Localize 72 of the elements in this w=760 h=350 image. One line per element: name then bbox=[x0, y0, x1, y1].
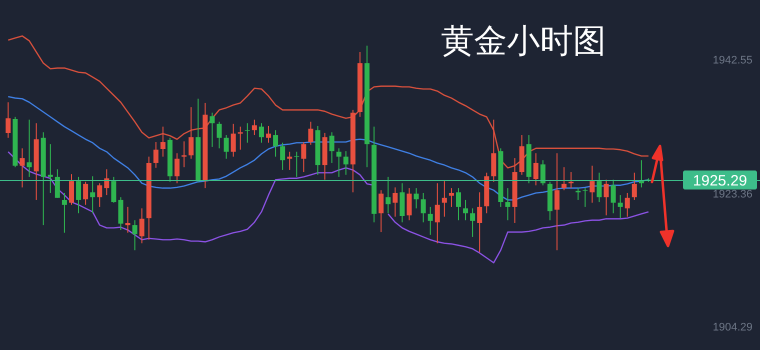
candlestick bbox=[258, 122, 264, 144]
candlestick bbox=[336, 148, 342, 178]
candlestick bbox=[414, 188, 419, 209]
candlestick bbox=[400, 182, 405, 223]
y-tick-label: 1904.29 bbox=[712, 322, 752, 334]
candlestick bbox=[68, 174, 74, 206]
candlestick bbox=[132, 220, 138, 251]
candlestick bbox=[153, 142, 158, 168]
candlestick bbox=[90, 176, 96, 214]
candlestick bbox=[491, 119, 496, 182]
candlestick bbox=[308, 121, 314, 146]
candlestick bbox=[174, 152, 180, 184]
candlestick bbox=[216, 121, 222, 149]
candlestick bbox=[554, 152, 560, 251]
candlestick bbox=[97, 182, 102, 208]
candlestick bbox=[224, 134, 229, 160]
candlestick bbox=[434, 182, 440, 244]
candlestick bbox=[448, 188, 454, 208]
candlestick bbox=[540, 160, 546, 186]
candlestick bbox=[505, 188, 510, 221]
candlestick bbox=[392, 186, 398, 218]
candlestick bbox=[210, 112, 215, 148]
candlestick bbox=[252, 119, 257, 136]
candlestick bbox=[610, 179, 616, 214]
candlestick bbox=[139, 208, 144, 244]
candlestick bbox=[618, 194, 623, 219]
candlestick bbox=[386, 176, 391, 214]
y-tick-label: 1942.55 bbox=[712, 54, 752, 67]
candlestick bbox=[266, 125, 272, 144]
candlestick bbox=[420, 192, 426, 223]
candlestick bbox=[125, 206, 130, 234]
candlestick bbox=[20, 148, 25, 188]
candlestick bbox=[590, 165, 595, 204]
candlestick bbox=[470, 208, 476, 238]
candlestick bbox=[596, 172, 602, 203]
candlestick bbox=[406, 188, 412, 221]
candlestick bbox=[301, 142, 306, 173]
candlestick bbox=[533, 152, 538, 186]
candlestick bbox=[463, 199, 468, 221]
candlestick bbox=[118, 196, 124, 230]
candlestick bbox=[160, 126, 166, 158]
candlestick bbox=[343, 150, 348, 176]
candlestick bbox=[562, 166, 567, 191]
candlestick bbox=[456, 188, 461, 221]
candlestick bbox=[428, 206, 433, 236]
candlestick bbox=[638, 160, 644, 188]
candlestick bbox=[280, 142, 286, 170]
candlestick bbox=[62, 192, 67, 234]
candlestick bbox=[582, 188, 588, 208]
candlestick bbox=[188, 106, 194, 160]
candlestick bbox=[83, 181, 88, 206]
candlestick bbox=[273, 130, 278, 158]
candlestick bbox=[576, 188, 581, 200]
candlestick bbox=[442, 180, 447, 218]
candlestick bbox=[244, 122, 250, 144]
candlestick bbox=[624, 192, 630, 218]
candlestick bbox=[477, 192, 482, 253]
candlestick bbox=[632, 172, 637, 200]
candlestick bbox=[6, 102, 11, 138]
candlestick bbox=[54, 168, 60, 198]
candlestick bbox=[230, 123, 236, 158]
candlestick bbox=[604, 179, 609, 216]
y-tick-label: 1923.36 bbox=[712, 188, 752, 200]
candlestick bbox=[111, 176, 116, 204]
candlestick bbox=[76, 176, 82, 214]
candlestick bbox=[287, 151, 292, 170]
candlestick bbox=[329, 132, 334, 164]
candlestick bbox=[26, 119, 32, 178]
candlestick bbox=[378, 190, 384, 233]
ref-line-label: 1925.29 bbox=[692, 172, 748, 190]
text: 黄金小时图 bbox=[441, 22, 606, 59]
candlestick bbox=[48, 144, 53, 194]
